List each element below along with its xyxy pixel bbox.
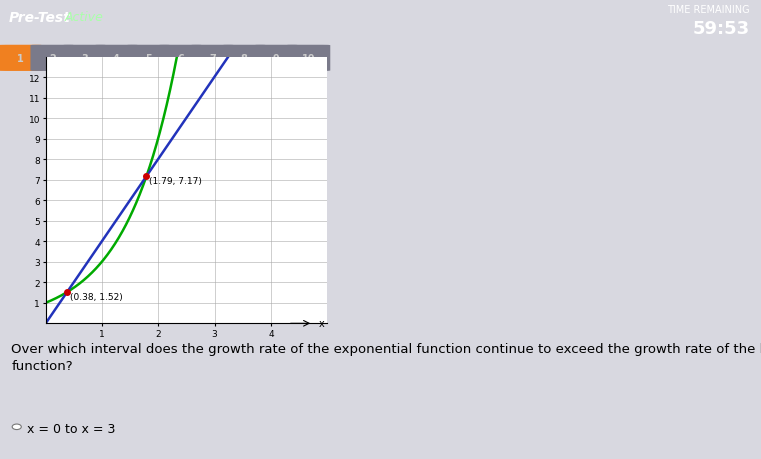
Text: 2: 2 xyxy=(49,54,56,64)
FancyBboxPatch shape xyxy=(94,45,139,72)
Text: 8: 8 xyxy=(240,54,248,64)
Text: 59:53: 59:53 xyxy=(693,20,750,38)
Text: 7: 7 xyxy=(209,54,215,64)
FancyBboxPatch shape xyxy=(158,45,202,72)
FancyBboxPatch shape xyxy=(126,45,170,72)
FancyBboxPatch shape xyxy=(254,45,298,72)
Text: 10: 10 xyxy=(301,54,315,64)
Text: (0.38, 1.52): (0.38, 1.52) xyxy=(70,293,123,302)
Text: 5: 5 xyxy=(145,54,151,64)
Text: Active: Active xyxy=(65,11,103,24)
Text: x: x xyxy=(319,319,324,329)
FancyBboxPatch shape xyxy=(222,45,266,72)
FancyBboxPatch shape xyxy=(286,45,330,72)
FancyBboxPatch shape xyxy=(190,45,234,72)
FancyBboxPatch shape xyxy=(62,45,107,72)
Text: 4: 4 xyxy=(113,54,119,64)
FancyBboxPatch shape xyxy=(0,45,43,72)
Text: Pre-Test: Pre-Test xyxy=(9,11,71,24)
Text: TIME REMAINING: TIME REMAINING xyxy=(667,5,750,15)
Text: 9: 9 xyxy=(273,54,279,64)
Text: (1.79, 7.17): (1.79, 7.17) xyxy=(149,177,202,186)
Text: Over which interval does the growth rate of the exponential function continue to: Over which interval does the growth rate… xyxy=(11,342,761,372)
Text: 1: 1 xyxy=(18,54,24,64)
FancyBboxPatch shape xyxy=(30,45,75,72)
Text: 3: 3 xyxy=(81,54,88,64)
Text: 6: 6 xyxy=(177,54,183,64)
Text: x = 0 to x = 3: x = 0 to x = 3 xyxy=(27,422,115,435)
